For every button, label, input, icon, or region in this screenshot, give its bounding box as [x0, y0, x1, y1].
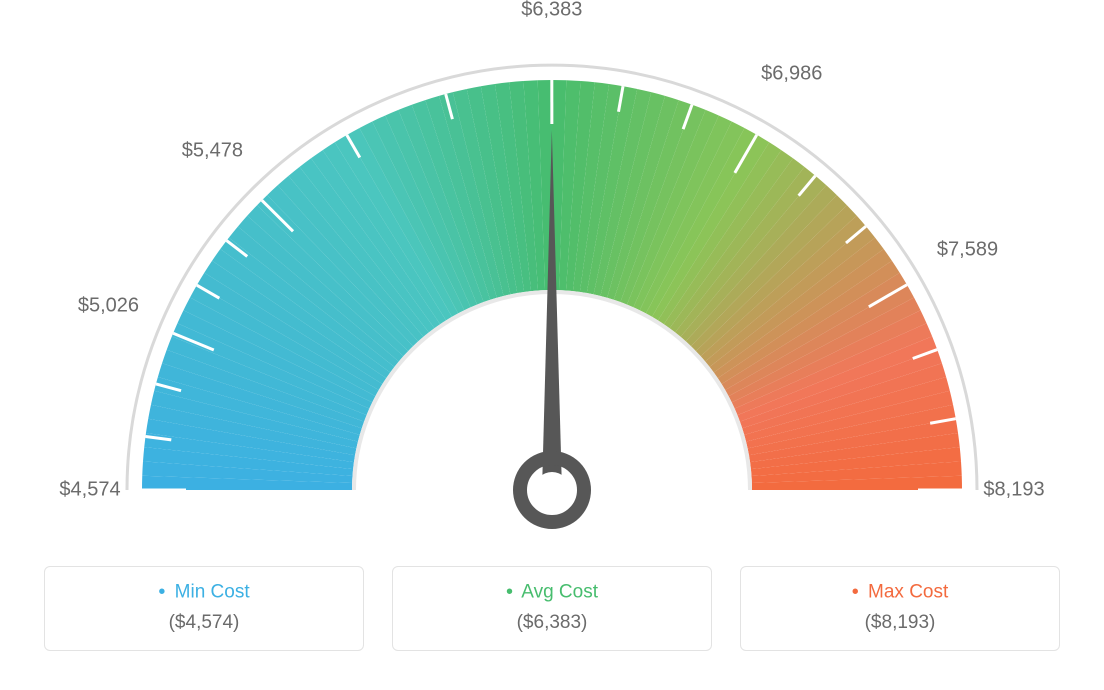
legend-title-text: Min Cost [175, 582, 250, 603]
gauge-tick-label: $6,383 [521, 0, 582, 22]
legend-title-text: Avg Cost [521, 582, 598, 603]
dot-icon: • [852, 581, 859, 603]
legend-card-avg: • Avg Cost ($6,383) [392, 566, 712, 651]
dot-icon: • [158, 581, 165, 603]
legend-card-max: • Max Cost ($8,193) [740, 566, 1060, 651]
legend-title-text: Max Cost [868, 582, 948, 603]
gauge-tick-label: $5,026 [78, 295, 139, 318]
legend-value-min: ($4,574) [55, 612, 353, 634]
legend-card-min: • Min Cost ($4,574) [44, 566, 364, 651]
gauge-svg [0, 0, 1104, 560]
gauge-tick-label: $7,589 [937, 238, 998, 261]
gauge-tick-label: $5,478 [182, 139, 243, 162]
gauge-tick-label: $4,574 [59, 479, 120, 502]
legend-title-max: • Max Cost [751, 581, 1049, 604]
gauge-tick-label: $8,193 [983, 479, 1044, 502]
legend-title-min: • Min Cost [55, 581, 353, 604]
legend-title-avg: • Avg Cost [403, 581, 701, 604]
legend-row: • Min Cost ($4,574) • Avg Cost ($6,383) … [44, 566, 1060, 651]
gauge-tick-label: $6,986 [761, 63, 822, 86]
dot-icon: • [506, 581, 513, 603]
legend-value-max: ($8,193) [751, 612, 1049, 634]
cost-gauge: $4,574 $5,026 $5,478 $6,383 $6,986 $7,589 $8,1… [0, 0, 1104, 560]
legend-value-avg: ($6,383) [403, 612, 701, 634]
